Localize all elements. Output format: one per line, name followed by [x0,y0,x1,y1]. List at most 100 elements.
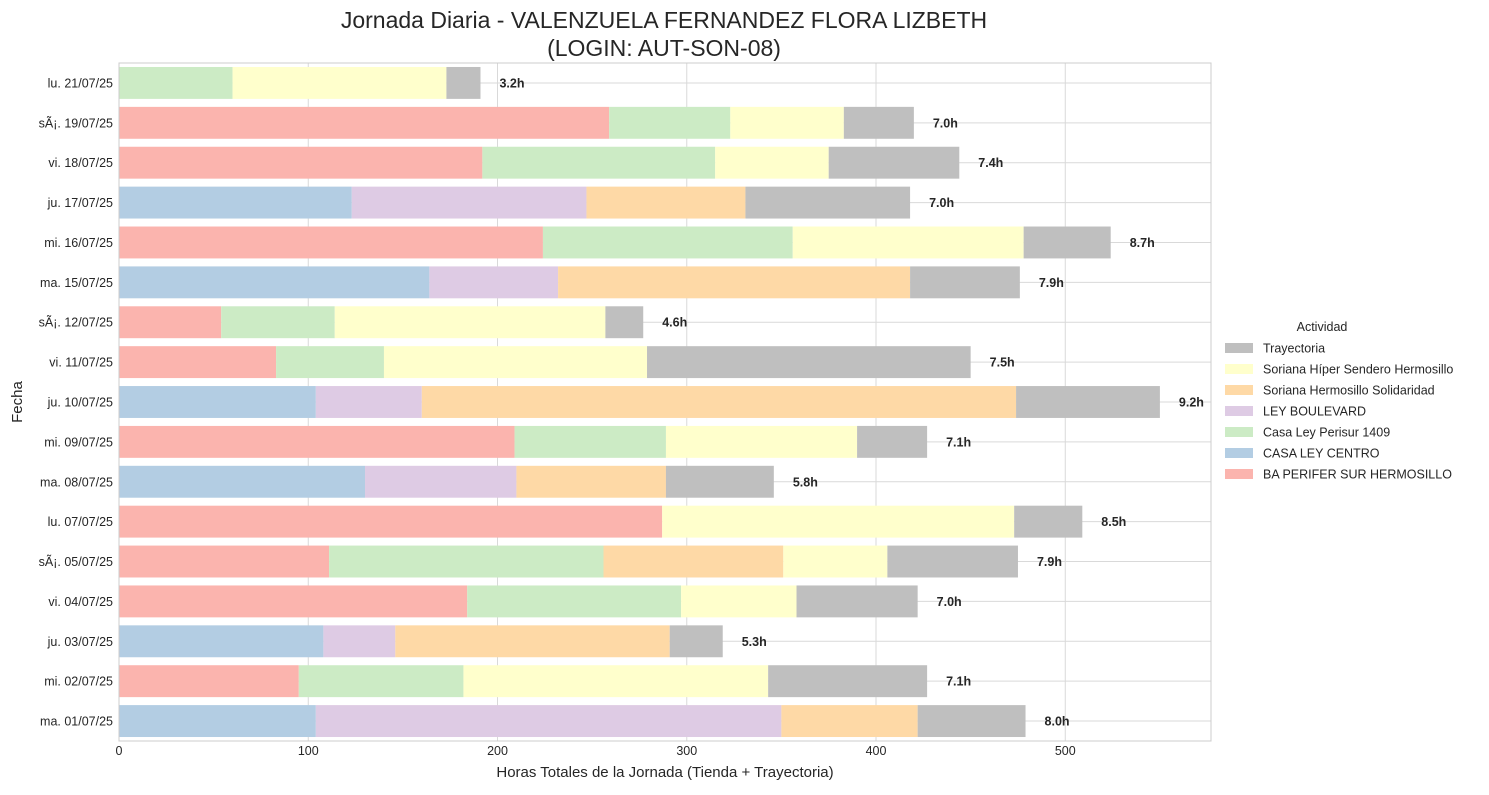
x-tick-labels: 0 100 200 300 400 500 [116,744,1076,758]
legend-swatch [1225,364,1253,374]
bar-segment [857,425,928,458]
y-tick-label: vi. 11/07/25 [49,356,113,370]
bar-segment [796,585,918,618]
bar-segment [467,585,682,618]
bar-segment [463,665,769,698]
bar-segment [298,665,464,698]
x-tick-label: 500 [1055,744,1076,758]
x-axis-label: Horas Totales de la Jornada (Tienda + Tr… [496,764,833,781]
bar-segment [351,186,587,219]
bar-segment [609,106,731,139]
bar-segment [1014,505,1083,538]
y-tick-label: ju. 10/07/25 [47,396,113,410]
legend-swatch [1225,469,1253,479]
bar-segment [783,545,888,578]
bar-segment [910,266,1020,299]
bar-segment [1023,226,1111,259]
y-tick-label: ma. 01/07/25 [40,715,113,729]
bar-segment [446,66,481,99]
y-tick-label: ma. 08/07/25 [40,475,113,489]
total-label: 7.9h [1039,276,1064,290]
bar-segment [669,625,723,658]
y-tick-label: sÃ¡. 12/07/25 [39,316,113,330]
bar-segment [119,146,483,179]
bar-segment [542,226,793,259]
y-tick-label: ju. 17/07/25 [47,196,113,210]
bar-segment [323,625,396,658]
bar-segment [119,386,316,418]
y-tick-label: mi. 02/07/25 [44,675,113,689]
bar-segment [221,306,335,339]
bar-segment [119,625,324,658]
legend-swatch [1225,448,1253,458]
bar-segment [119,226,543,259]
bar-segment [119,106,610,139]
bar-segment [887,545,1018,578]
total-label: 7.9h [1037,555,1062,569]
bar-segment [276,346,384,379]
total-label: 7.0h [929,196,954,210]
bar-segment [315,386,422,418]
total-label: 8.7h [1130,236,1155,250]
x-tick-label: 100 [298,744,319,758]
legend-label: BA PERIFER SUR HERMOSILLO [1263,468,1452,482]
bar-segment [119,66,233,99]
bar-segment [365,465,517,498]
bar-segment [119,705,316,738]
bar-segment [665,465,774,498]
chart-subtitle: (LOGIN: AUT-SON-08) [547,35,781,61]
bar-segment [586,186,746,219]
total-label: 5.3h [742,635,767,649]
legend-label: Soriana Híper Sendero Hermosillo [1263,363,1453,377]
bar-segment [119,266,430,299]
total-label: 7.1h [946,675,971,689]
total-label: 4.6h [662,316,687,330]
y-tick-label: mi. 16/07/25 [44,236,113,250]
legend-label: LEY BOULEVARD [1263,405,1366,419]
y-axis-label: Fecha [9,381,26,423]
bar-segment [514,425,666,458]
bar-segment [119,186,352,219]
bar-segment [421,386,1017,418]
bar-segment [119,505,663,538]
y-tick-label: lu. 21/07/25 [48,76,113,90]
bar-segment [605,306,644,339]
legend-items: Trayectoria Soriana Híper Sendero Hermosi… [1225,342,1453,482]
total-label: 3.2h [499,76,524,90]
bar-segment [781,705,918,738]
legend-label: Casa Ley Perisur 1409 [1263,426,1390,440]
bar-segment [603,545,784,578]
bar-segment [119,346,277,379]
total-label: 7.4h [978,156,1003,170]
bar-segment [768,665,928,698]
total-label: 7.1h [946,435,971,449]
bar-segment [665,425,858,458]
y-tick-label: mi. 09/07/25 [44,435,113,449]
y-tick-label: ma. 15/07/25 [40,276,113,290]
x-tick-label: 200 [487,744,508,758]
total-label: 7.0h [933,116,958,130]
legend-title: Actividad [1297,320,1348,334]
bar-segment [917,705,1026,738]
total-label: 5.8h [793,475,818,489]
bar-segment [647,346,971,379]
bar-segment [482,146,716,179]
plot-frame [118,62,1212,742]
y-tick-label: ju. 03/07/25 [47,635,113,649]
legend-swatch [1225,427,1253,437]
bar-segment [745,186,911,219]
total-label: 7.0h [937,595,962,609]
bar-segment [334,306,606,339]
legend-label: CASA LEY CENTRO [1263,447,1380,461]
bar-segment [429,266,559,299]
legend-label: Soriana Hermosillo Solidaridad [1263,384,1435,398]
chart-title: Jornada Diaria - VALENZUELA FERNANDEZ FL… [341,7,987,33]
y-tick-label: sÃ¡. 05/07/25 [39,555,113,569]
bar-segment [792,226,1024,259]
legend-label: Trayectoria [1263,342,1325,356]
total-label: 9.2h [1179,396,1204,410]
y-tick-label: sÃ¡. 19/07/25 [39,116,113,130]
bar-segment [232,66,447,99]
bar-segment [843,106,914,139]
